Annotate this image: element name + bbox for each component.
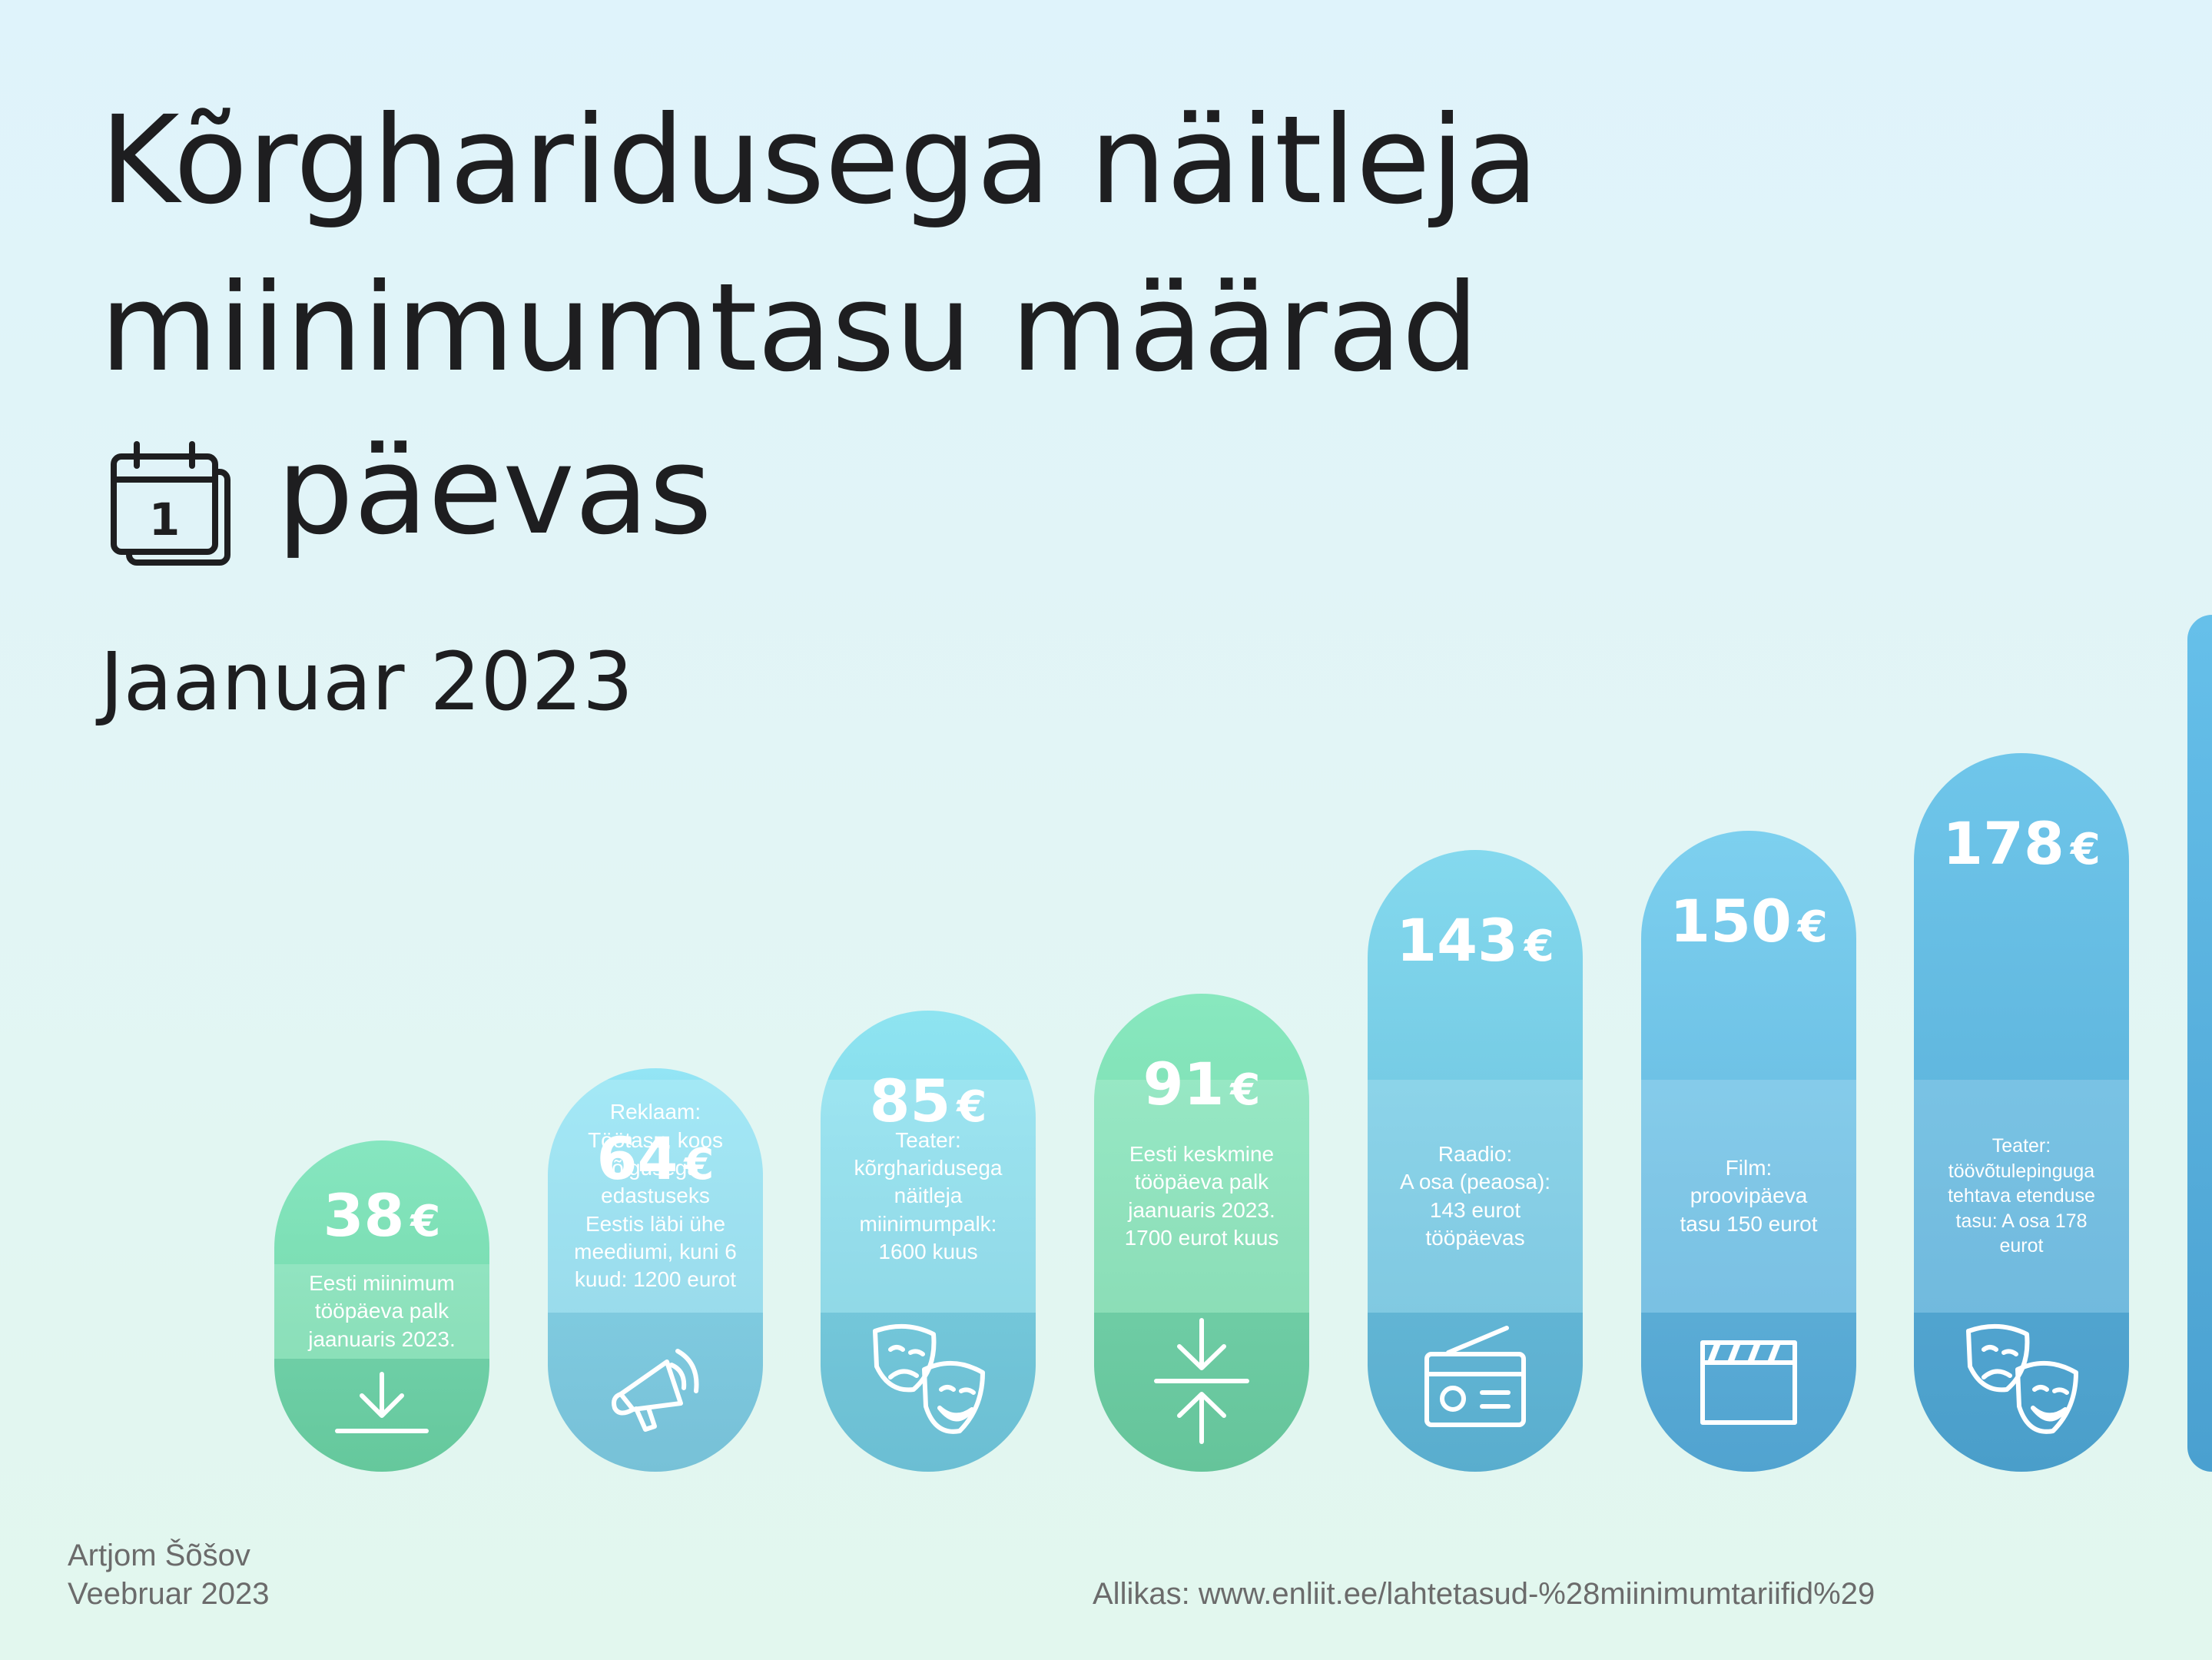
theater-masks-icon bbox=[863, 1316, 993, 1449]
title-line-3: päevas bbox=[277, 420, 712, 562]
bar: 91 € Eesti keskmine tööpäeva palk jaanuari… bbox=[1094, 994, 1309, 1472]
bar: 143 € Raadio: A osa (peaosa): 143 eurot tö… bbox=[1368, 850, 1583, 1472]
bar-icon-area bbox=[1641, 1313, 1856, 1472]
bar-icon-area bbox=[821, 1313, 1036, 1472]
download-arrow-icon bbox=[328, 1370, 436, 1442]
bar-icon-area bbox=[1914, 1313, 2129, 1472]
bar-icon-area bbox=[548, 1313, 763, 1472]
bar-description-band: Teater: töövõtulepinguga tehtava etendus… bbox=[1914, 1080, 2129, 1313]
bar-description: Eesti keskmine tööpäeva palk jaanuaris 2… bbox=[1124, 1141, 1279, 1250]
bar-value-currency: € bbox=[1524, 921, 1554, 971]
bar-value-currency: € bbox=[1797, 902, 1828, 952]
title-line-2: miinimumtasu määrad bbox=[100, 257, 1479, 399]
bar-description: Raadio: A osa (peaosa): 143 eurot tööpäe… bbox=[1399, 1141, 1551, 1250]
bar-value-currency: € bbox=[1230, 1065, 1261, 1115]
bar-description: Eesti miinimum tööpäeva palk jaanuaris 2… bbox=[308, 1270, 456, 1351]
bar-value-number: 143 bbox=[1396, 906, 1518, 974]
bar-value-number: 150 bbox=[1670, 887, 1792, 955]
bar: 150 € Film: proovipäeva tasu 150 eurot bbox=[1641, 831, 1856, 1472]
bar-value-label: 64 € bbox=[548, 1130, 763, 1188]
theater-masks-icon bbox=[1956, 1316, 2087, 1449]
bar: 64 € Reklaam: Töötasu, koos õigusega edast… bbox=[548, 1068, 763, 1472]
bar-description: Reklaam: Töötasu, koos õigusega edastuse… bbox=[574, 1100, 737, 1292]
bar-value-number: 38 bbox=[323, 1181, 405, 1250]
bar-value-number: 85 bbox=[869, 1067, 951, 1135]
source-text: Allikas: www.enliit.ee/lahtetasud-%28mii… bbox=[1093, 1577, 1875, 1611]
bar-value-label: 143 € bbox=[1368, 911, 1583, 970]
author-date: Veebruar 2023 bbox=[68, 1577, 270, 1611]
author-name: Artjom Šõšov bbox=[68, 1539, 250, 1572]
title-line-1: Kõrgharidusega näitleja bbox=[100, 90, 1539, 231]
bar-value-number: 178 bbox=[1942, 809, 2064, 878]
bar-value-number: 64 bbox=[596, 1124, 678, 1193]
bar: 178 € Teater: töövõtulepinguga tehtava ete… bbox=[1914, 753, 2129, 1472]
bar-value-currency: € bbox=[684, 1140, 715, 1190]
subtitle: Jaanuar 2023 bbox=[100, 635, 634, 729]
bar-value-label: 85 € bbox=[821, 1072, 1036, 1130]
calendar-number: 1 bbox=[149, 493, 180, 546]
bar-value-currency: € bbox=[957, 1082, 987, 1132]
bar-value-number: 91 bbox=[1142, 1050, 1225, 1118]
bar-value-label: 178 € bbox=[1914, 815, 2129, 873]
calendar-icon: 1 bbox=[111, 441, 230, 566]
bar-value-label: 91 € bbox=[1094, 1055, 1309, 1114]
bar-description: Film: proovipäeva tasu 150 eurot bbox=[1680, 1155, 1818, 1236]
bar: 85 € Teater: kõrgharidusega näitleja miini… bbox=[821, 1011, 1036, 1472]
clapperboard-icon bbox=[1695, 1335, 1802, 1430]
bar: 38 € Eesti miinimum tööpäeva palk jaanuari… bbox=[274, 1140, 489, 1472]
bar-description-band: Eesti miinimum tööpäeva palk jaanuaris 2… bbox=[274, 1264, 489, 1359]
bar-cropped bbox=[2187, 615, 2212, 1472]
bar-value-label: 150 € bbox=[1641, 892, 1856, 951]
compress-arrows-icon bbox=[1152, 1316, 1252, 1449]
megaphone-icon bbox=[598, 1323, 713, 1442]
bar-description: Teater: töövõtulepinguga tehtava etendus… bbox=[1948, 1135, 2095, 1257]
bar-value-label: 38 € bbox=[274, 1187, 489, 1245]
bar-description-band: Raadio: A osa (peaosa): 143 eurot tööpäe… bbox=[1368, 1080, 1583, 1313]
bar-value-currency: € bbox=[410, 1197, 441, 1247]
radio-icon bbox=[1418, 1323, 1533, 1442]
bar-description-band: Teater: kõrgharidusega näitleja miinimum… bbox=[821, 1080, 1036, 1313]
bar-value-currency: € bbox=[2070, 825, 2101, 875]
bar-description-band: Film: proovipäeva tasu 150 eurot bbox=[1641, 1080, 1856, 1313]
bar-description-band: Eesti keskmine tööpäeva palk jaanuaris 2… bbox=[1094, 1080, 1309, 1313]
bar-description: Teater: kõrgharidusega näitleja miinimum… bbox=[854, 1127, 1003, 1264]
bar-description-band: Reklaam: Töötasu, koos õigusega edastuse… bbox=[548, 1080, 763, 1313]
